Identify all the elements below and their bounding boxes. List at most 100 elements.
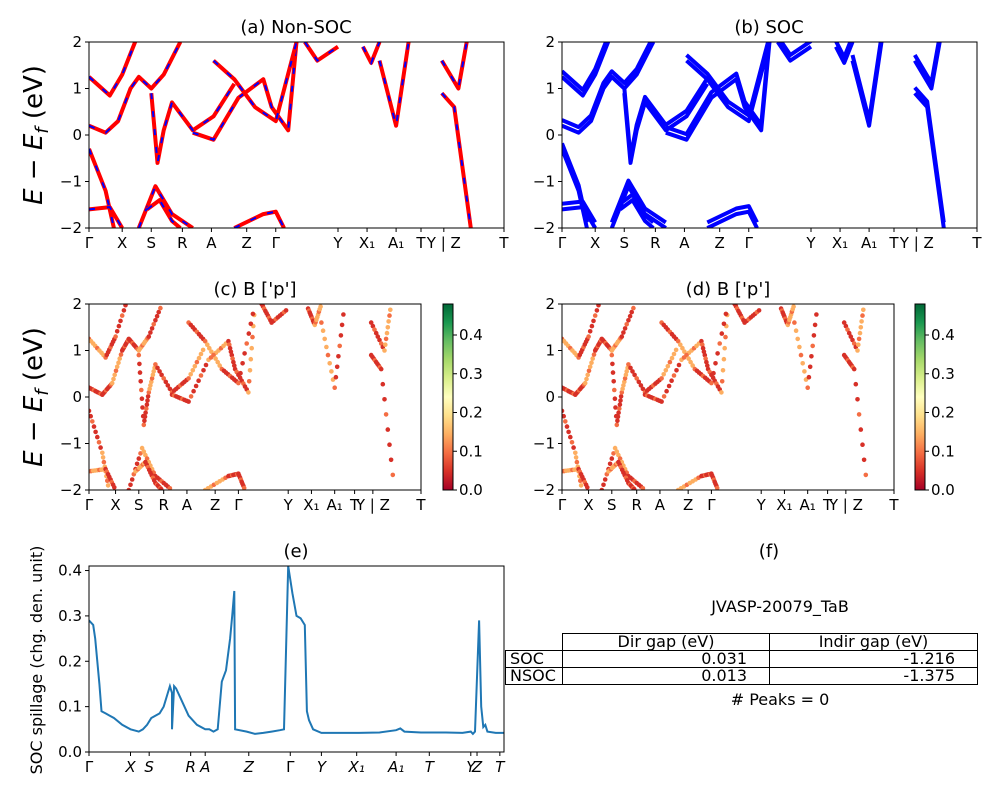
panel-b-plot xyxy=(562,42,946,228)
gap-table-corner xyxy=(506,634,563,651)
scatter-point xyxy=(123,304,128,308)
y-tick-label: 0.3 xyxy=(58,607,82,625)
scatter-point xyxy=(851,341,857,346)
scatter-point xyxy=(571,445,576,450)
scatter-point xyxy=(602,477,608,482)
scatter-point xyxy=(620,386,625,392)
scatter-point xyxy=(236,380,241,386)
scatter-point xyxy=(89,408,92,414)
scatter-point xyxy=(318,304,323,309)
scatter-point xyxy=(113,368,119,374)
x-tick-label: T xyxy=(349,496,360,514)
scatter-point xyxy=(640,486,646,490)
scatter-point xyxy=(631,305,636,311)
x-tick-label: R xyxy=(631,496,641,514)
scatter-point xyxy=(248,356,254,362)
scatter-point xyxy=(191,388,196,394)
band-line-nsoc xyxy=(440,91,473,228)
scatter-point xyxy=(209,349,214,355)
scatter-point xyxy=(116,360,121,366)
x-tick-label: X xyxy=(117,234,127,252)
scatter-point xyxy=(611,379,616,384)
x-tick-label: T xyxy=(888,234,899,252)
scatter-point xyxy=(861,457,867,463)
scatter-point xyxy=(623,372,629,378)
y-tick-label: 2 xyxy=(545,295,555,313)
scatter-point xyxy=(121,308,127,313)
scatter-point xyxy=(858,325,864,330)
scatter-point xyxy=(566,429,571,435)
band-line-nsoc xyxy=(212,42,299,124)
scatter-point xyxy=(845,327,850,332)
panel-e-title: (e) xyxy=(283,541,308,562)
scatter-point xyxy=(587,329,593,334)
x-tick-label: Y | Z xyxy=(355,496,390,514)
scatter-point xyxy=(861,307,866,313)
scatter-point xyxy=(807,364,813,370)
band-line-soc xyxy=(562,42,611,98)
scatter-point xyxy=(117,356,122,361)
scatter-point xyxy=(226,338,231,344)
scatter-point xyxy=(617,406,622,411)
scatter-point xyxy=(211,352,216,358)
ylabel-ab: E − Ef (eV) xyxy=(19,65,53,205)
scatter-point xyxy=(141,449,147,454)
scatter-point xyxy=(196,355,202,361)
band-line-soc-dashed xyxy=(89,206,124,228)
col-indir-gap: Indir gap (eV) xyxy=(769,633,978,651)
band-line-soc-dashed xyxy=(192,42,298,141)
scatter-point xyxy=(722,345,727,351)
scatter-point xyxy=(607,461,613,467)
scatter-point xyxy=(841,320,847,325)
panel-a-title: (a) Non-SOC xyxy=(240,17,351,38)
x-tick-label: X₁ xyxy=(303,496,319,514)
panel-e-plot xyxy=(89,566,504,736)
scatter-point xyxy=(93,429,98,435)
band-line-soc xyxy=(665,42,771,137)
x-tick-label: T xyxy=(822,496,833,514)
ylabel-cd: E − Ef (eV) xyxy=(19,327,53,467)
scatter-point xyxy=(719,390,724,395)
scatter-point xyxy=(139,396,145,402)
scatter-point xyxy=(671,373,677,378)
scatter-point xyxy=(227,342,232,348)
scatter-point xyxy=(136,456,142,461)
scatter-point xyxy=(238,370,243,376)
scatter-point xyxy=(390,472,396,478)
y-tick-label: 0 xyxy=(545,388,555,406)
panel-b-title: (b) SOC xyxy=(734,17,803,38)
scatter-point xyxy=(200,347,206,353)
y-tick-label: 0.4 xyxy=(58,562,82,580)
scatter-point xyxy=(165,383,171,388)
row-label-nsoc: NSOC xyxy=(505,667,563,685)
scatter-point xyxy=(378,366,384,372)
soc-dir-gap: 0.031 xyxy=(562,650,770,668)
peaks-label: # Peaks = 0 xyxy=(730,690,830,709)
scatter-point xyxy=(610,361,615,367)
scatter-point xyxy=(798,352,804,358)
x-tick-label: Z xyxy=(471,758,483,776)
band-line-nsoc xyxy=(149,82,236,165)
y-tick-label: −1 xyxy=(533,173,555,191)
scatter-point xyxy=(690,363,695,368)
band-line-soc-dashed xyxy=(303,42,339,62)
scatter-point xyxy=(640,386,646,392)
table-row: NSOC 0.013 -1.375 xyxy=(505,667,978,685)
panel-d-colorbar-ticks: 0.0 0.1 0.2 0.3 0.4 xyxy=(925,326,955,499)
scatter-point xyxy=(153,318,158,323)
scatter-point xyxy=(333,374,339,380)
scatter-point xyxy=(377,337,382,343)
scatter-point xyxy=(95,434,100,440)
scatter-point xyxy=(661,394,667,399)
scatter-point xyxy=(584,376,589,382)
scatter-point xyxy=(158,486,164,490)
x-tick-label: Y xyxy=(332,234,343,252)
scatter-point xyxy=(680,345,685,351)
scatter-point xyxy=(627,313,633,319)
scatter-point xyxy=(792,320,797,325)
scatter-point xyxy=(241,485,247,490)
scatter-point xyxy=(372,327,377,332)
x-tick-label: T xyxy=(495,758,506,776)
gap-table-header: Dir gap (eV) Indir gap (eV) xyxy=(506,633,978,651)
